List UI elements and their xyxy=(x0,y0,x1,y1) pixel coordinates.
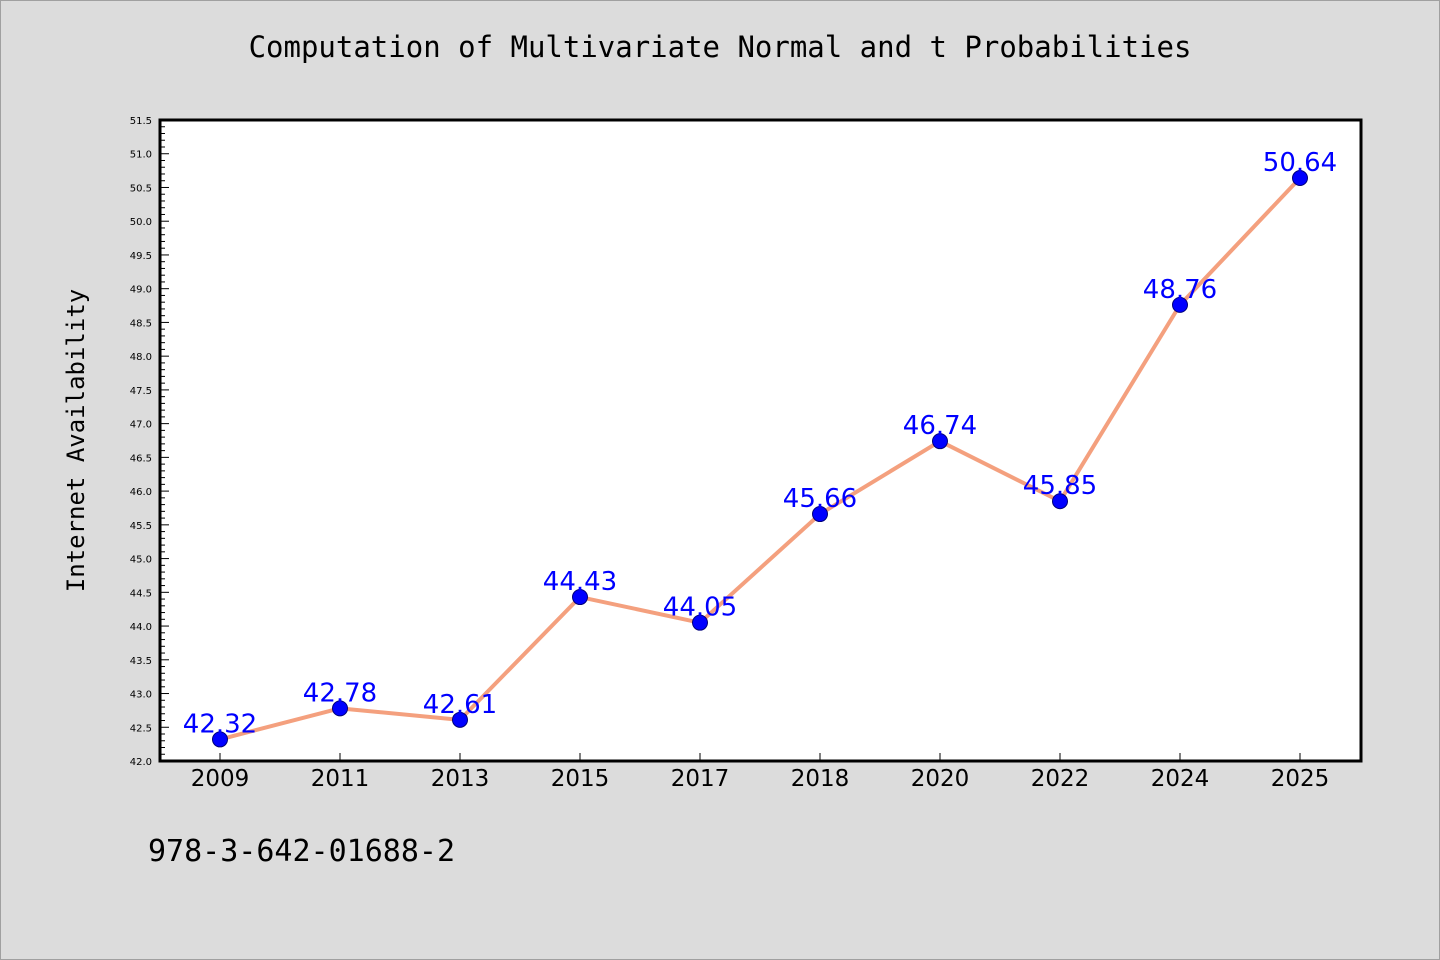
data-point xyxy=(452,711,468,728)
data-label: 42.32 xyxy=(183,709,257,739)
y-tick-label: 50.0 xyxy=(130,217,152,228)
plot-area xyxy=(158,118,1363,763)
y-tick-label: 44.5 xyxy=(130,588,152,599)
y-tick-label: 47.5 xyxy=(130,386,152,397)
data-label: 42.61 xyxy=(423,690,497,720)
footer-note: 978-3-642-01688-2 xyxy=(148,834,456,869)
series-line xyxy=(219,176,1302,742)
data-label: 45.66 xyxy=(783,484,857,514)
y-tick-label: 50.5 xyxy=(130,183,152,194)
y-tick-label: 42.0 xyxy=(130,757,152,768)
y-tick-label: 45.0 xyxy=(130,555,152,566)
y-axis-label: Internet Availability xyxy=(62,289,90,592)
y-tick-label: 44.0 xyxy=(130,622,152,633)
x-tick-label: 2009 xyxy=(191,766,250,792)
y-tick-label: 46.0 xyxy=(130,487,152,498)
x-tick-label: 2017 xyxy=(671,766,730,792)
y-tick-label: 46.5 xyxy=(130,453,152,464)
y-tick-label: 48.0 xyxy=(130,352,152,363)
x-tick-label: 2022 xyxy=(1031,766,1090,792)
data-point xyxy=(1052,493,1068,510)
data-point xyxy=(692,614,708,631)
data-point xyxy=(212,731,228,748)
x-tick-label: 2020 xyxy=(911,766,970,792)
x-tick-label: 2018 xyxy=(791,766,850,792)
chart-title: Computation of Multivariate Normal and t… xyxy=(248,30,1192,64)
x-tick-label: 2015 xyxy=(551,766,610,792)
y-tick-label: 51.0 xyxy=(130,150,152,161)
data-point xyxy=(812,506,828,523)
x-tick-label: 2025 xyxy=(1271,766,1330,792)
y-tick-label: 51.5 xyxy=(130,116,152,127)
data-label: 50.64 xyxy=(1263,148,1337,178)
data-point xyxy=(572,589,588,606)
data-label: 45.85 xyxy=(1023,471,1097,501)
y-tick-label: 42.5 xyxy=(130,723,152,734)
data-point xyxy=(1292,170,1308,187)
x-tick-label: 2011 xyxy=(311,766,370,792)
data-label: 44.05 xyxy=(663,593,737,623)
data-point xyxy=(1172,296,1188,313)
data-label: 48.76 xyxy=(1143,275,1217,305)
y-tick-label: 43.0 xyxy=(130,690,152,701)
y-tick-label: 49.0 xyxy=(130,285,152,296)
x-tick-label: 2013 xyxy=(431,766,490,792)
y-tick-label: 48.5 xyxy=(130,318,152,329)
data-label: 42.78 xyxy=(303,678,377,708)
y-tick-label: 47.0 xyxy=(130,420,152,431)
y-tick-label: 49.5 xyxy=(130,251,152,262)
y-tick-label: 43.5 xyxy=(130,656,152,667)
data-point xyxy=(932,433,948,450)
data-label: 46.74 xyxy=(903,411,977,441)
x-tick-label: 2024 xyxy=(1151,766,1210,792)
y-tick-label: 45.5 xyxy=(130,521,152,532)
data-point xyxy=(332,700,348,717)
data-label: 44.43 xyxy=(543,567,617,597)
